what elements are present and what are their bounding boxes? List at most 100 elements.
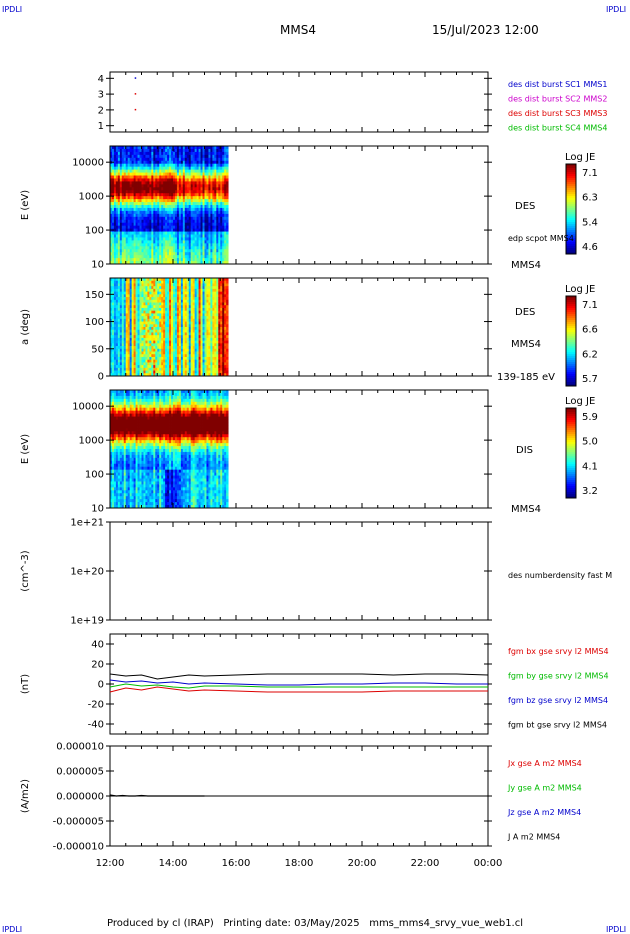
spectrogram-cell [202,327,205,331]
spectrogram-cell [110,172,113,176]
spectrogram-cell [129,261,133,265]
spectrogram-cell [133,216,136,221]
spectrogram-cell [171,356,174,361]
spectrogram-cell [149,346,152,350]
spectrogram-cell [216,346,219,350]
spectrogram-cell [176,280,180,284]
spectrogram-cell [127,222,131,227]
spectrogram-cell [151,205,154,209]
spectrogram-cell [176,286,180,290]
spectrogram-cell [218,305,221,309]
spectrogram-cell [145,246,148,250]
spectrogram-cell [167,243,170,247]
spectrogram-cell [178,202,182,206]
spectrogram-cell [159,365,162,369]
spectrogram-cell [200,160,203,165]
spectrogram-cell [125,261,129,265]
spectrogram-cell [147,249,150,253]
spectrogram-cell [176,316,180,320]
corner-label-bottom-right: IPDLI [606,925,627,934]
spectrogram-cell [210,231,213,235]
spectrogram-cell [110,460,113,465]
spectrogram-cell [202,354,205,358]
colorbar-band [566,360,576,363]
spectrogram-cell [125,148,129,153]
spectrogram-cell [169,181,172,185]
spectrogram-cell [210,222,213,227]
spectrogram-cell [194,354,198,358]
spectrogram-cell [147,225,150,229]
colorbar-band [566,200,576,203]
spectrogram-cell [161,348,164,352]
spectrogram-cell [117,307,121,312]
spectrogram-cell [178,255,182,259]
spectrogram-cell [169,210,172,215]
colorbar-band [566,338,576,341]
spectrogram-cell [125,297,129,301]
spectrogram-cell [121,237,125,241]
spectrogram-cell [131,154,135,159]
spectrogram-cell [155,234,158,238]
spectrogram-cell [224,324,227,328]
spectrogram-cell [161,297,164,301]
spectrogram-cell [149,261,152,265]
spectrogram-cell [137,332,140,336]
spectrogram-cell [163,286,166,290]
spectrogram-cell [159,258,162,262]
spectrogram-cell [111,460,115,465]
spectrogram-cell [220,356,223,361]
spectrogram-cell [151,175,154,179]
spectrogram-cell [145,154,148,159]
spectrogram-cell [147,169,150,173]
spectrogram-cell [204,175,207,179]
spectrogram-cell [145,146,148,150]
spectrogram-cell [192,169,196,173]
spectrogram-cell [165,305,168,309]
spectrogram-cell [153,258,156,262]
spectrogram-cell [143,231,146,235]
spectrogram-cell [113,367,117,371]
spectrogram-cell [174,354,178,358]
spectrogram-cell [178,313,182,317]
spectrogram-cell [171,362,174,366]
spectrogram-cell [159,202,162,206]
spectrogram-cell [182,249,186,253]
spectrogram-cell [121,199,125,203]
spectrogram-cell [194,316,198,320]
spectrogram-cell [198,219,201,224]
spectrogram-cell [131,228,135,232]
colorbar-band [566,216,576,219]
spectrogram-cell [153,205,156,209]
spectrogram-cell [111,172,115,176]
spectrogram-cell [173,213,176,218]
spectrogram-cell [169,283,172,287]
spectrogram-cell [159,329,162,333]
spectrogram-cell [167,346,170,350]
spectrogram-cell [169,337,172,342]
colorbar-band [566,212,576,215]
spectrogram-cell [165,291,168,295]
spectrogram-cell [119,151,123,156]
spectrogram-cell [117,210,121,215]
spectrogram-cell [121,305,125,309]
spectrogram-cell [198,351,201,355]
spectrogram-cell [182,202,186,206]
spectrogram-cell [204,234,207,238]
spectrogram-cell [125,354,129,358]
spectrogram-cell [151,365,154,369]
spectrogram-cell [200,307,203,312]
spectrogram-cell [111,454,115,459]
spectrogram-cell [186,231,190,235]
spectrogram-cell [204,354,207,358]
spectrogram-cell [216,359,219,363]
spectrogram-cell [218,216,221,221]
spectrogram-cell [133,318,136,322]
spectrogram-cell [220,329,223,333]
spectrogram-cell [210,255,213,259]
spectrogram-cell [139,157,142,162]
spectrogram-cell [204,313,207,317]
spectrogram-cell [157,187,160,191]
spectrogram-cell [117,231,121,235]
spectrogram-cell [127,291,131,295]
spectrogram-cell [180,207,184,212]
